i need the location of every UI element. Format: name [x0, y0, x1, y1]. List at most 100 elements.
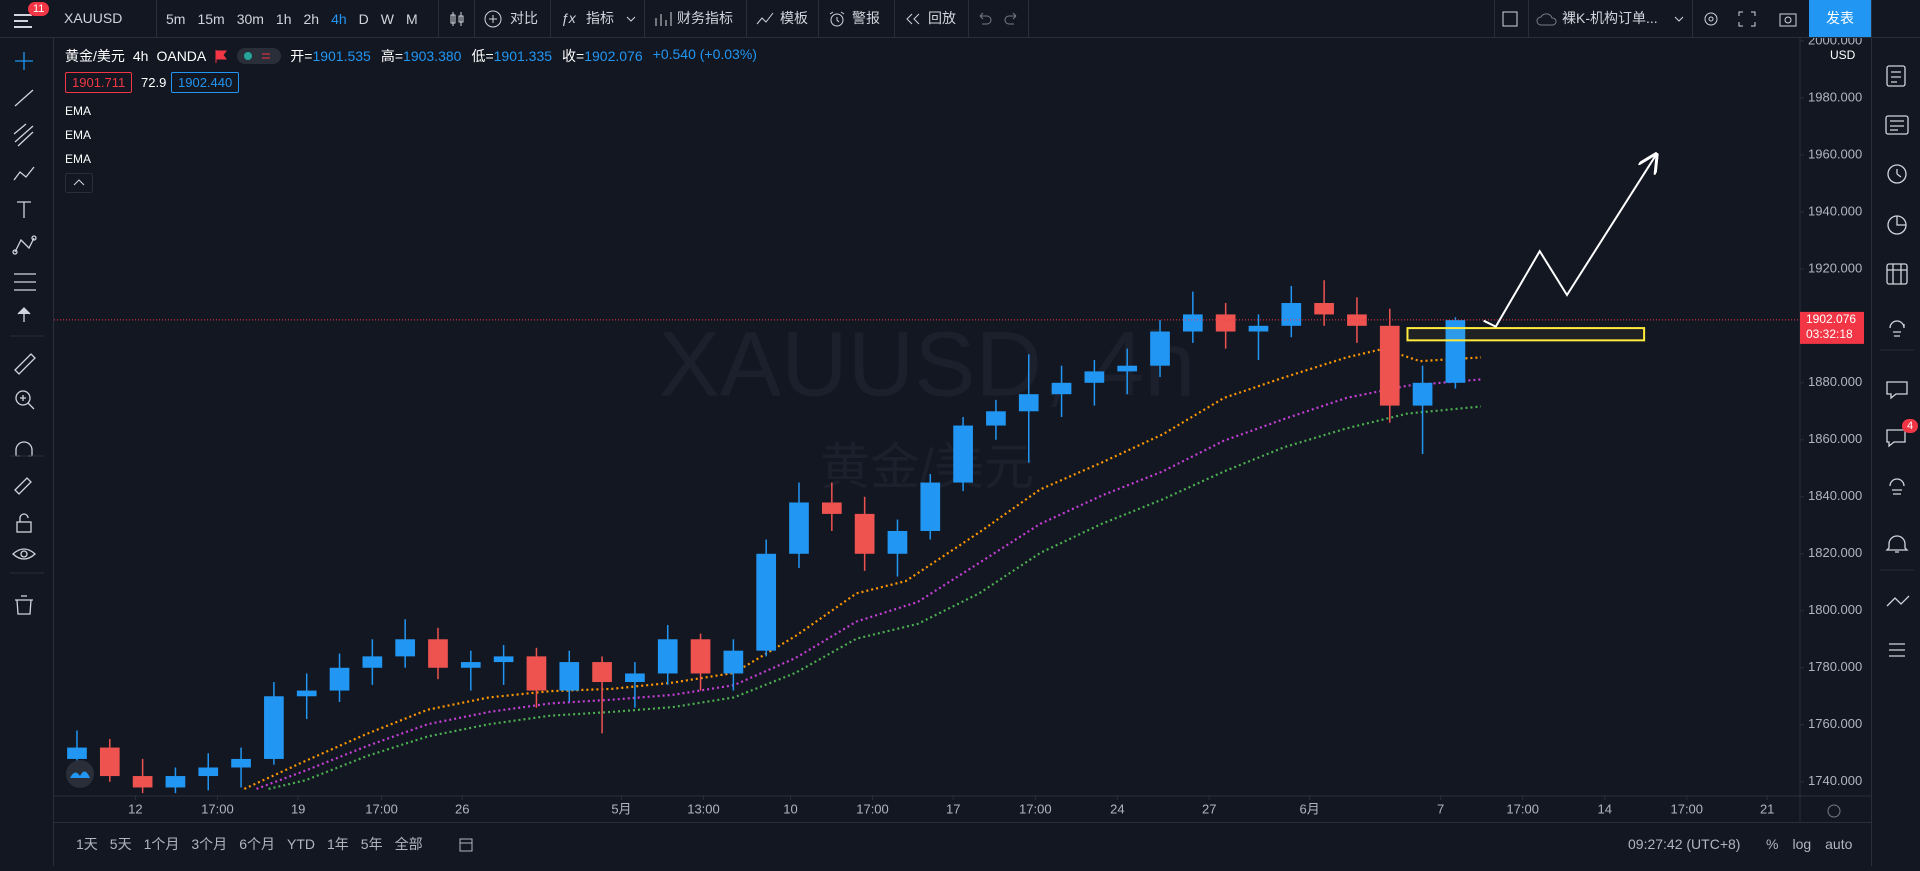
settings-icons[interactable] — [1702, 10, 1802, 28]
candle-body — [264, 696, 284, 759]
interval-button[interactable]: 15m — [197, 10, 225, 27]
symbol[interactable]: XAUUSD — [64, 10, 123, 26]
notification-badge: 11 — [28, 2, 50, 16]
x-tick-label: 7 — [1437, 801, 1444, 816]
axis-settings — [1827, 804, 1841, 818]
interval-button[interactable]: 30m — [236, 10, 264, 27]
candle-body — [1084, 371, 1105, 383]
candle-body — [1314, 303, 1334, 315]
ema-line — [243, 347, 1482, 790]
interval-button[interactable]: M — [406, 10, 418, 27]
candle-body — [132, 776, 153, 788]
x-tick-label: 21 — [1760, 801, 1774, 816]
ohlc-values: 开=1901.535 高=1903.380 低=1901.335 收=1902.076… — [290, 46, 757, 66]
collapse-button[interactable] — [65, 173, 93, 193]
range-button[interactable]: 1个月 — [143, 836, 180, 852]
indicator-label[interactable]: EMA — [65, 104, 92, 118]
candle-body — [1215, 314, 1236, 332]
exchange: OANDA — [156, 48, 207, 64]
last-price-tag — [1800, 311, 1864, 344]
separator — [1028, 0, 1029, 37]
range-button[interactable]: 1年 — [326, 836, 349, 852]
range-button[interactable]: 1天 — [76, 836, 98, 852]
template-button[interactable]: 模板 — [780, 10, 808, 26]
indicator-label[interactable]: EMA — [65, 152, 92, 166]
y-tick-label: 1980.000 — [1808, 89, 1862, 104]
separator — [474, 0, 475, 37]
fx-icon: ƒx — [561, 10, 576, 26]
compare-button[interactable]: 对比 — [510, 10, 538, 26]
alert-button[interactable]: 警报 — [852, 10, 880, 26]
candle-body — [1281, 303, 1302, 326]
x-tick-label: 17:00 — [1019, 801, 1052, 816]
separator — [644, 0, 645, 37]
goto-icon[interactable] — [458, 837, 476, 853]
ohlc-value: 1903.380 — [403, 48, 462, 64]
interval-button[interactable]: 2h — [303, 10, 320, 27]
x-tick-label: 26 — [455, 801, 469, 816]
candle-body — [460, 662, 481, 668]
x-tick-label: 10 — [783, 801, 797, 816]
drawing-tools[interactable] — [0, 38, 54, 866]
ohlc-item: 高=1903.380 — [381, 46, 462, 66]
candle-body — [690, 639, 711, 674]
range-button[interactable]: 全部 — [394, 836, 423, 852]
widget-icons[interactable] — [1872, 0, 1920, 866]
interval-button[interactable]: 4h — [331, 10, 347, 27]
chevron — [626, 16, 636, 22]
range-button[interactable]: 5天 — [109, 836, 132, 852]
spread: 72.9 — [141, 75, 167, 90]
interval-button[interactable]: 5m — [166, 10, 186, 27]
countdown-label: 03:32:18 — [1806, 327, 1853, 341]
layout-name[interactable]: 裸K-机构订单... — [1562, 10, 1658, 26]
range-button[interactable]: 6个月 — [239, 836, 275, 852]
candle-body — [1412, 382, 1433, 406]
interval-button[interactable]: W — [380, 10, 394, 27]
replay-button[interactable]: 回放 — [928, 10, 956, 26]
ask-price[interactable]: 1902.440 — [171, 72, 240, 93]
candle-body — [362, 656, 383, 668]
chart-type-icon[interactable] — [448, 10, 466, 28]
interval-button[interactable]: D — [358, 10, 369, 27]
separator — [438, 0, 439, 37]
interval-button[interactable]: 1h — [275, 10, 292, 27]
drawing-toolbar — [0, 38, 54, 866]
layout-icon[interactable] — [1502, 11, 1518, 27]
ohlc-item: 收=1902.076 — [562, 46, 643, 66]
separator — [968, 0, 969, 37]
notification-badge: 4 — [1902, 419, 1919, 433]
cloud-icon — [1536, 13, 1557, 26]
candle-body — [329, 667, 350, 691]
range-button[interactable]: YTD — [286, 836, 315, 852]
candle-body — [1150, 331, 1170, 366]
financials-button[interactable]: 财务指标 — [677, 10, 733, 26]
indicators-button[interactable]: 指标 — [586, 10, 614, 26]
range-button[interactable]: 5年 — [360, 836, 383, 852]
bid-price[interactable]: 1901.711 — [65, 72, 133, 93]
candle-body — [1445, 320, 1466, 383]
price-chart[interactable]: XAUUSD, 4h黄金/美元1740.0001760.0001780.0001… — [54, 38, 1871, 822]
candle-body — [1018, 394, 1039, 412]
ohlc-value: 1901.535 — [312, 48, 371, 64]
legend: 黄金/美元 4h OANDA 开=1901.535 高=1903.380 低=190… — [65, 46, 757, 66]
y-tick-label: 1840.000 — [1808, 488, 1862, 503]
indicator-label[interactable]: EMA — [65, 128, 92, 142]
scale-option[interactable]: % — [1766, 836, 1779, 852]
separator — [550, 0, 551, 37]
range-button[interactable]: 3个月 — [191, 836, 228, 852]
ohlc-label: 高= — [380, 48, 404, 64]
scale-option[interactable]: log — [1792, 836, 1812, 852]
candle-body — [395, 639, 416, 657]
publish-button[interactable]: 发表 — [1809, 0, 1871, 37]
menu-icon[interactable] — [14, 8, 54, 34]
candle-body — [920, 482, 941, 531]
scale-option[interactable]: auto — [1825, 836, 1853, 852]
separator — [1528, 0, 1529, 37]
candle-body — [493, 656, 514, 663]
undo-redo[interactable] — [976, 12, 1020, 26]
bottom-bar: 1天 5天 1个月 3个月 6个月 YTD 1年 5年 全部 09:27:42 (UTC+8) … — [54, 822, 1871, 866]
y-tick-label: 2000.000 — [1808, 38, 1862, 47]
candle-body — [821, 502, 842, 514]
candle-body — [887, 530, 908, 554]
